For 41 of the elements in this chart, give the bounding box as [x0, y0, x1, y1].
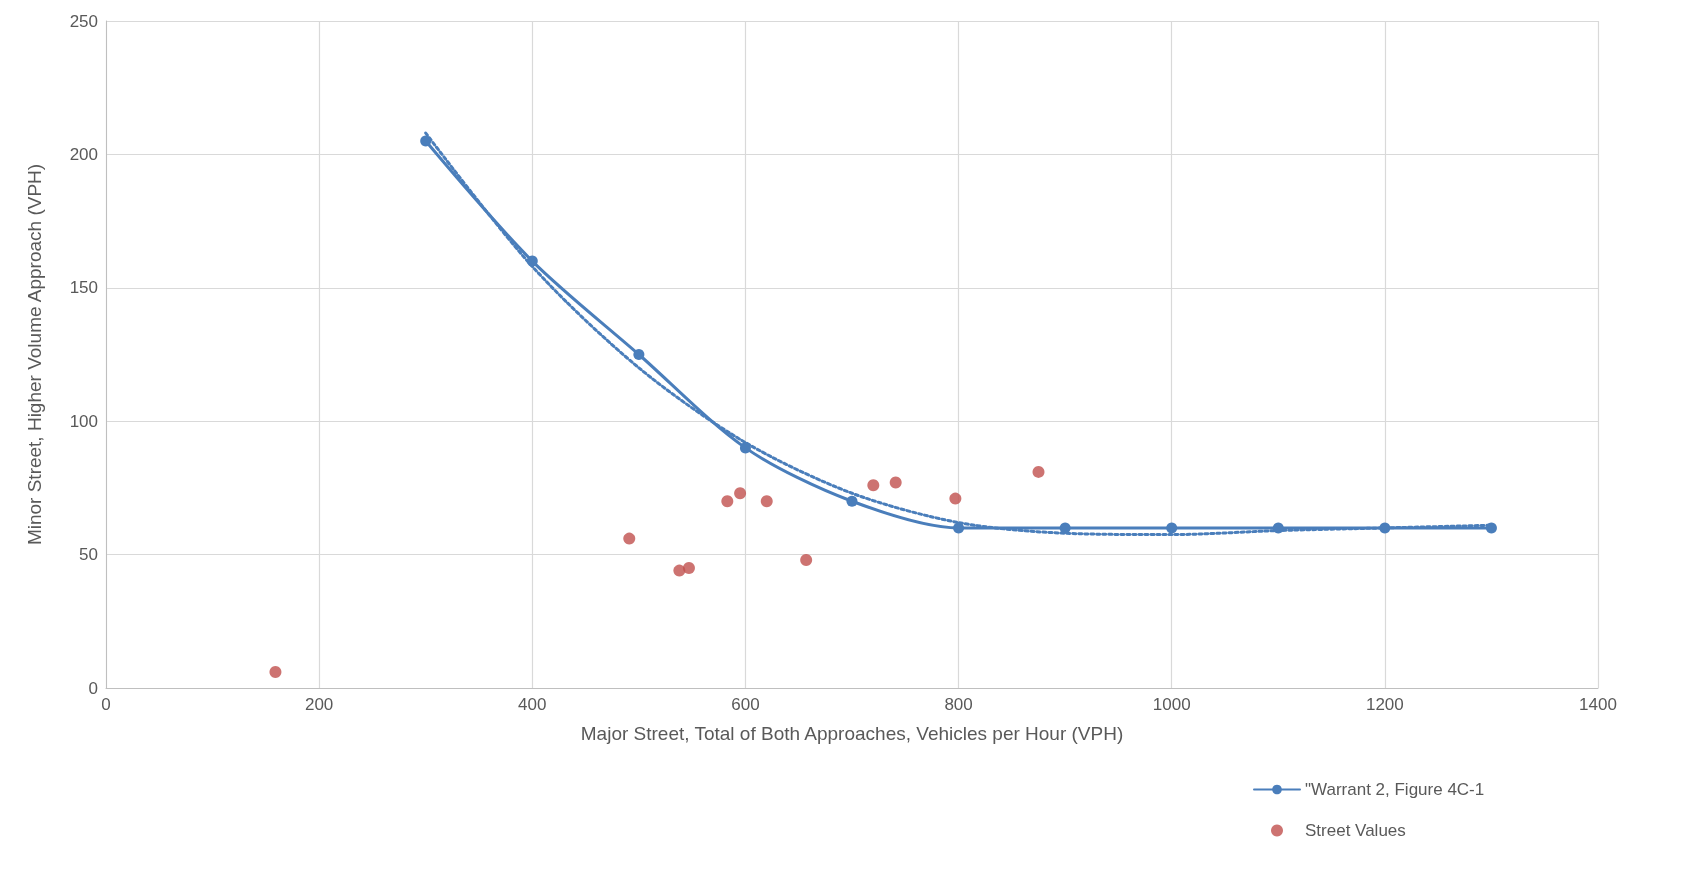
y-tick-label: 250: [69, 11, 98, 31]
x-tick-label: 800: [944, 695, 973, 714]
point: [1059, 522, 1071, 534]
y-tick-label: 50: [79, 545, 98, 565]
legend-label: Street Values: [1305, 821, 1406, 840]
point: [673, 564, 686, 577]
point: [889, 476, 902, 489]
point: [800, 553, 813, 566]
y-tick-label: 200: [69, 144, 98, 164]
point: [734, 487, 747, 500]
point: [269, 665, 282, 678]
point: [1379, 522, 1391, 534]
x-tick-label: 1400: [1579, 695, 1617, 714]
point: [739, 442, 751, 454]
point: [867, 479, 880, 492]
x-tick-label: 400: [518, 695, 547, 714]
x-tick-label: 1200: [1365, 695, 1404, 714]
point: [1166, 522, 1178, 534]
x-tick-label: 1000: [1152, 695, 1191, 714]
y-tick-label: 0: [88, 678, 98, 698]
x-tick-label: 200: [304, 695, 334, 714]
y-tick-label: 150: [69, 278, 98, 298]
point: [420, 135, 432, 147]
x-axis-title: Major Street, Total of Both Approaches, Vehicles per Hour (VPH): [580, 723, 1124, 744]
point: [721, 495, 734, 508]
legend-label: "Warrant 2, Figure 4C-1: [1305, 780, 1485, 799]
x-tick-label: 0: [101, 695, 111, 714]
point: [953, 522, 965, 534]
point: [623, 532, 636, 545]
point: [1032, 465, 1045, 478]
point: [846, 495, 858, 507]
point: [526, 255, 538, 267]
x-tick-label: 600: [731, 695, 760, 714]
point: [1485, 522, 1497, 534]
y-tick-label: 100: [69, 411, 98, 431]
point: [1272, 522, 1284, 534]
y-axis-title: Minor Street, Higher Volume Approach (VPH): [24, 163, 45, 546]
point: [682, 561, 695, 574]
point: [760, 495, 773, 508]
point: [949, 492, 962, 505]
point: [633, 349, 645, 360]
